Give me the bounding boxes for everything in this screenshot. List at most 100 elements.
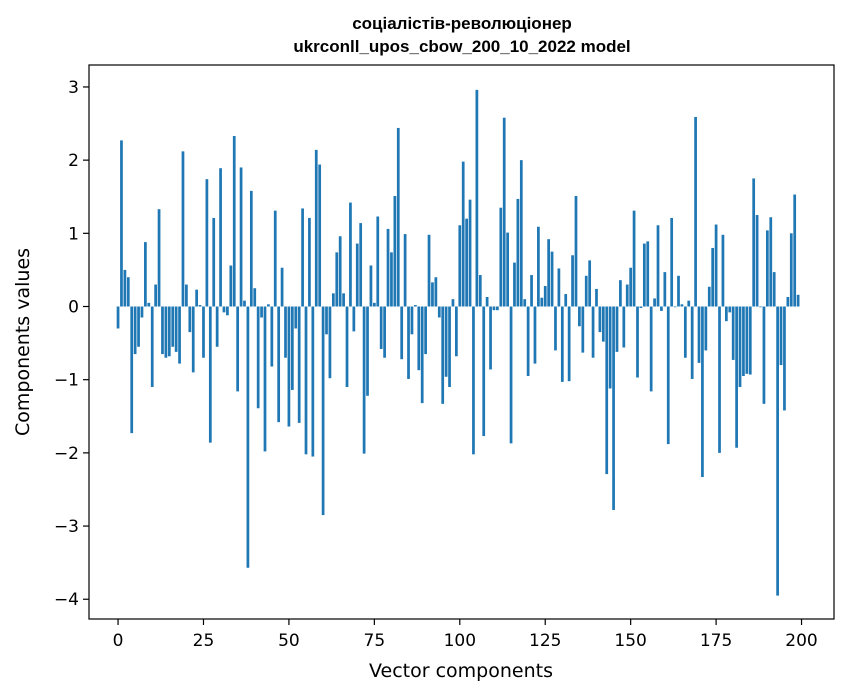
bar-4	[130, 306, 134, 434]
bar-183	[742, 306, 745, 377]
bar-25	[202, 306, 205, 358]
bar-33	[229, 265, 233, 307]
bar-174	[711, 247, 715, 307]
bar-10	[150, 306, 154, 388]
x-axis-label: Vector components	[369, 660, 553, 682]
y-tick-label: −3	[54, 517, 79, 537]
bar-90	[424, 306, 427, 355]
bar-138	[588, 260, 592, 307]
bar-107	[482, 306, 486, 437]
bar-108	[485, 296, 489, 307]
bar-123	[537, 226, 540, 307]
bar-180	[731, 306, 735, 360]
bar-118	[519, 160, 523, 307]
bar-109	[489, 306, 492, 370]
bar-101	[461, 161, 465, 307]
bar-184	[745, 306, 749, 374]
bar-50	[287, 306, 291, 427]
bar-170	[697, 306, 701, 363]
x-tick-label: 0	[113, 631, 124, 651]
bar-44	[267, 304, 270, 307]
bar-92	[431, 282, 434, 307]
y-tick-label: −4	[54, 590, 79, 610]
bar-190	[765, 230, 769, 307]
bar-133	[571, 255, 574, 307]
bar-135	[578, 306, 581, 327]
bar-122	[533, 306, 537, 364]
bar-115	[509, 306, 513, 444]
bar-61	[325, 306, 328, 335]
bar-96	[444, 306, 448, 377]
bar-91	[427, 234, 431, 307]
bar-159	[660, 306, 663, 311]
bar-26	[205, 179, 209, 307]
bar-134	[574, 196, 578, 307]
bar-199	[796, 294, 800, 307]
bar-68	[349, 202, 352, 307]
bar-51	[290, 306, 294, 390]
bar-152	[636, 306, 639, 378]
bar-13	[161, 306, 164, 355]
bar-132	[567, 306, 571, 382]
bar-30	[219, 168, 222, 307]
bar-160	[663, 272, 667, 307]
bar-83	[400, 306, 404, 360]
bar-155	[646, 241, 650, 307]
bar-129	[557, 268, 561, 307]
bar-114	[506, 232, 509, 307]
bar-153	[639, 306, 643, 308]
bar-186	[752, 178, 756, 307]
bar-169	[694, 116, 697, 307]
bar-193	[776, 306, 779, 596]
bar-11	[154, 284, 157, 307]
bar-116	[513, 262, 516, 307]
bar-40	[253, 288, 257, 307]
bar-80	[390, 252, 393, 307]
x-tick-label: 50	[278, 631, 300, 651]
bar-120	[526, 306, 530, 377]
bar-127	[550, 251, 554, 307]
bar-59	[318, 164, 322, 307]
bar-56	[308, 217, 311, 307]
bar-8	[144, 242, 147, 307]
bar-181	[735, 306, 738, 448]
bar-195	[783, 306, 786, 411]
bar-140	[595, 288, 598, 307]
bar-141	[598, 306, 602, 333]
bar-29	[215, 306, 219, 347]
bar-103	[468, 199, 472, 307]
x-tick-label: 200	[785, 631, 817, 651]
bar-60	[321, 306, 325, 516]
bar-63	[331, 293, 335, 307]
bar-128	[554, 306, 557, 351]
bar-64	[335, 252, 339, 307]
bar-21	[188, 306, 192, 333]
bar-43	[263, 306, 267, 452]
bar-167	[687, 300, 691, 307]
bar-75	[372, 302, 376, 307]
bar-125	[543, 286, 547, 307]
bar-95	[441, 306, 445, 404]
bar-73	[366, 306, 369, 396]
bar-84	[403, 234, 407, 307]
y-tick-label: 0	[68, 298, 79, 318]
bar-106	[478, 275, 482, 307]
bar-66	[342, 293, 345, 307]
bar-97	[448, 306, 451, 388]
bar-147	[619, 280, 622, 307]
bar-194	[779, 306, 783, 366]
bar-197	[789, 233, 793, 307]
bar-143	[605, 306, 609, 475]
bar-69	[352, 306, 356, 332]
bar-94	[437, 306, 441, 318]
bar-86	[410, 306, 414, 335]
bar-142	[601, 306, 605, 342]
bar-191	[769, 217, 773, 307]
bar-6	[137, 306, 140, 347]
bar-175	[714, 224, 718, 307]
bar-58	[314, 149, 318, 307]
plot-frame	[88, 64, 835, 620]
bar-76	[376, 216, 380, 307]
bar-171	[701, 306, 704, 478]
bar-149	[625, 284, 629, 307]
